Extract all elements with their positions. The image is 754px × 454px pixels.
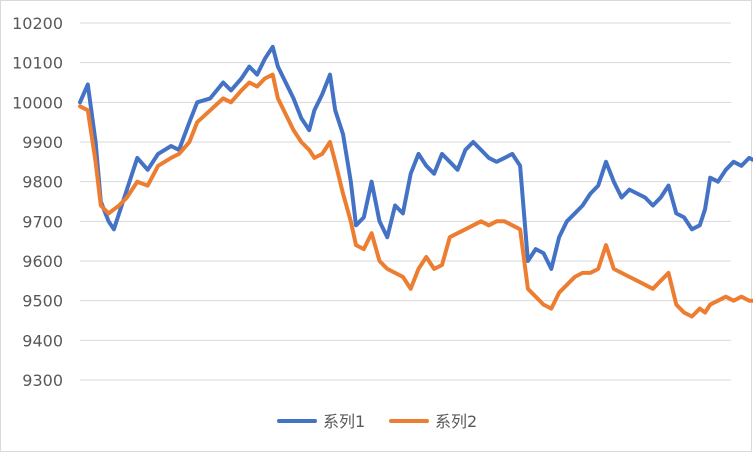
y-tick-label-10100: 10100: [12, 54, 63, 73]
y-tick-label-9900: 9900: [22, 133, 63, 152]
y-tick-label-9800: 9800: [22, 173, 63, 192]
series-line-1: [78, 44, 753, 271]
y-tick-label-10200: 10200: [12, 14, 63, 33]
legend: 系列1 系列2: [277, 412, 477, 431]
series-lines: [78, 44, 753, 319]
legend-label-2: 系列2: [435, 412, 477, 431]
y-tick-label-9300: 9300: [22, 371, 63, 390]
y-axis-tick-labels: 9300 9400 9500 9600 9700 9800 9900 10000 10100 10…: [12, 14, 63, 390]
legend-item-2: 系列2: [389, 412, 477, 431]
y-tick-label-10000: 10000: [12, 93, 63, 112]
legend-item-1: 系列1: [277, 412, 365, 431]
y-tick-label-9400: 9400: [22, 331, 63, 350]
y-tick-label-9500: 9500: [22, 292, 63, 311]
y-tick-label-9700: 9700: [22, 212, 63, 231]
y-tick-label-9600: 9600: [22, 252, 63, 271]
series-line-2: [78, 72, 753, 319]
legend-label-1: 系列1: [323, 412, 365, 431]
